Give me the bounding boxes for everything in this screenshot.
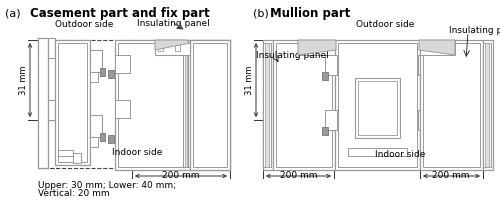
Bar [420, 40, 483, 170]
Bar [90, 50, 102, 72]
Bar [158, 43, 163, 51]
Bar [298, 40, 335, 55]
Bar [193, 43, 227, 167]
Polygon shape [298, 40, 336, 55]
Text: 31 mm: 31 mm [244, 65, 254, 95]
Bar [418, 55, 430, 75]
Polygon shape [419, 40, 455, 55]
Bar [155, 40, 190, 55]
Bar [263, 43, 271, 167]
Bar [263, 40, 273, 170]
Bar [335, 40, 420, 170]
Bar [276, 43, 332, 167]
Bar [322, 72, 328, 80]
Bar [48, 100, 55, 120]
Bar [185, 43, 187, 167]
Text: Casement part and fix part: Casement part and fix part [30, 7, 210, 20]
Text: Mullion part: Mullion part [270, 7, 350, 20]
Bar [90, 115, 102, 137]
Bar [90, 72, 98, 82]
Bar [58, 43, 87, 162]
Bar [115, 100, 130, 118]
Polygon shape [155, 40, 190, 50]
Bar [325, 55, 337, 75]
Text: 200 mm: 200 mm [162, 171, 200, 181]
Bar [427, 72, 433, 80]
Bar [273, 40, 335, 170]
Bar [355, 78, 400, 138]
Bar [108, 135, 114, 143]
Bar [348, 148, 407, 156]
Bar [100, 68, 105, 76]
Bar [325, 110, 337, 130]
Bar [58, 150, 73, 156]
Bar [118, 43, 227, 167]
Bar [175, 43, 180, 51]
Bar [115, 40, 230, 170]
Text: Insulating panel: Insulating panel [449, 26, 500, 35]
Bar [423, 43, 480, 167]
Bar [183, 43, 188, 167]
Text: 200 mm: 200 mm [280, 171, 318, 181]
Bar [427, 127, 433, 135]
Bar [418, 110, 430, 130]
Bar [73, 153, 81, 163]
Bar [55, 40, 90, 165]
Bar [108, 70, 114, 78]
Bar [38, 38, 48, 168]
Text: 31 mm: 31 mm [20, 65, 28, 95]
Bar [265, 43, 269, 167]
Text: Upper: 30 mm; Lower: 40 mm;: Upper: 30 mm; Lower: 40 mm; [38, 181, 176, 190]
Bar [190, 40, 230, 170]
Bar [115, 55, 130, 73]
Bar [358, 81, 397, 135]
Text: Vertical: 20 mm: Vertical: 20 mm [38, 189, 110, 198]
Text: Indoor side: Indoor side [375, 150, 426, 159]
Bar [90, 137, 98, 147]
Bar [338, 43, 417, 167]
Text: Insulating panel: Insulating panel [137, 19, 210, 28]
Bar [322, 127, 328, 135]
Text: Outdoor side: Outdoor side [356, 20, 414, 29]
Bar [100, 133, 105, 141]
Bar [483, 40, 493, 170]
Text: 200 mm: 200 mm [432, 171, 470, 181]
Text: Outdoor side: Outdoor side [55, 20, 114, 29]
Bar [483, 43, 491, 167]
Text: Indoor side: Indoor side [112, 148, 162, 157]
Bar [485, 43, 489, 167]
Text: (a): (a) [5, 8, 20, 18]
Text: (b): (b) [253, 8, 269, 18]
Bar [420, 40, 455, 55]
Text: Insulating panel: Insulating panel [256, 51, 329, 60]
Bar [48, 38, 55, 58]
